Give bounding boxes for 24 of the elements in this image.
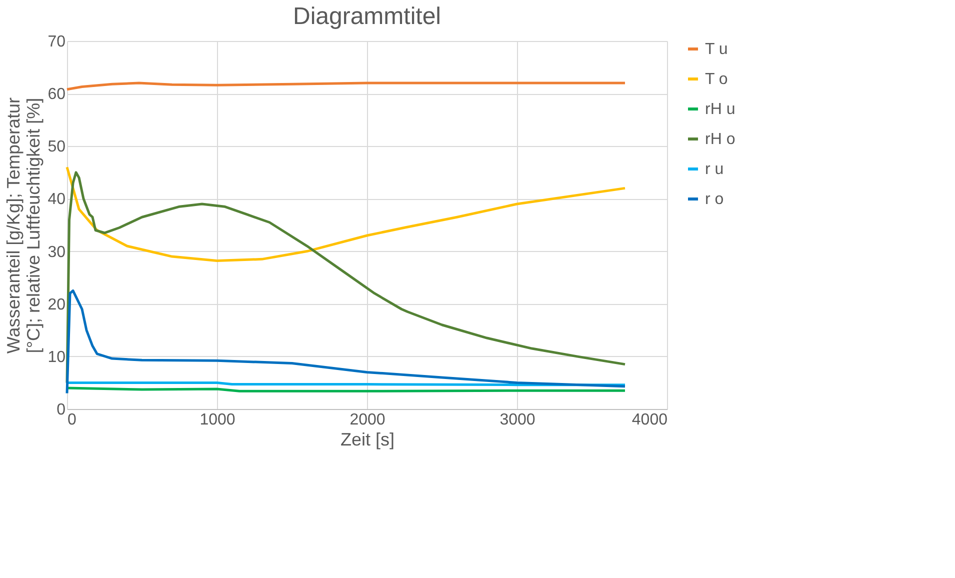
legend-label: T u: [705, 41, 728, 58]
y-tick-label: 60: [48, 86, 66, 104]
y-tick-label: 40: [48, 191, 66, 208]
y-tick-label: 50: [48, 138, 66, 156]
legend-label: rH o: [705, 131, 736, 148]
x-axis-title: Zeit [s]: [340, 430, 395, 450]
legend-label: T o: [705, 71, 728, 88]
chart-title: Diagrammtitel: [292, 3, 442, 30]
x-tick-label: 1000: [200, 412, 236, 428]
y-tick-label: 10: [48, 348, 66, 366]
y-tick-label: 30: [48, 244, 66, 261]
legend-label: r u: [705, 161, 724, 178]
y-tick-label: 20: [48, 296, 66, 314]
line-series: [66, 82, 626, 91]
line-series: [66, 289, 626, 394]
x-tick-label: 4000: [632, 412, 668, 428]
x-tick-label: 0: [68, 412, 76, 428]
legend-label: r o: [705, 191, 724, 208]
y-axis-title: Wasseranteil [g/Kg]; Temperatur [°C]; relative Luftfeuchtigkeit [%]: [4, 97, 44, 354]
x-tick-label: 2000: [350, 412, 386, 428]
x-tick-label: 3000: [500, 412, 536, 428]
legend-label: rH u: [705, 101, 736, 118]
y-tick-label: 70: [48, 34, 66, 50]
line-series: [66, 166, 626, 262]
